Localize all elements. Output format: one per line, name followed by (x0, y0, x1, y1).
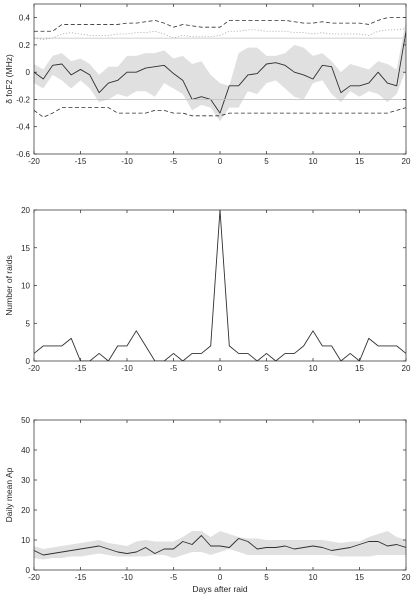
confidence-band (34, 531, 406, 560)
x-tick-label: -20 (28, 573, 40, 582)
chart-panel-3: -20 -15 -10 -5 0 5 10 15 20 0 10 20 30 40 50 Daily mean… (4, 416, 411, 594)
x-tick-label: 0 (218, 364, 223, 373)
x-tick-label: 15 (355, 573, 364, 582)
series-line-7 (34, 28, 406, 40)
x-tick-label: 5 (264, 364, 269, 373)
x-tick-label: -5 (170, 157, 178, 166)
series-line-2 (34, 535, 406, 556)
y-tick-label: 0.2 (19, 41, 31, 50)
x-tick-label: 10 (309, 573, 318, 582)
y-tick-label: 15 (21, 244, 30, 253)
y-tick-label: 20 (21, 206, 30, 215)
series-line-2 (34, 31, 406, 114)
x-tick-label: -15 (75, 573, 87, 582)
y-tick-label: 10 (21, 536, 30, 545)
y-tick-label: -0.2 (16, 95, 30, 104)
x-tick-label: 10 (309, 157, 318, 166)
series-line-4 (34, 107, 406, 118)
x-tick-label: 20 (402, 157, 411, 166)
x-tick-label: -10 (121, 573, 133, 582)
y-axis-label: Number of raids (4, 255, 14, 315)
x-tick-label: 20 (402, 364, 411, 373)
x-tick-label: -20 (28, 364, 40, 373)
x-tick-label: 5 (264, 157, 269, 166)
x-tick-label: -20 (28, 157, 40, 166)
y-tick-label: 10 (21, 282, 30, 291)
x-tick-label: -10 (121, 157, 133, 166)
x-tick-label: -10 (121, 364, 133, 373)
y-tick-label: 30 (21, 476, 30, 485)
y-axis-label: δ foF2 (MHz) (4, 54, 14, 104)
x-tick-label: 0 (218, 573, 223, 582)
confidence-band (34, 20, 406, 122)
x-tick-label: 0 (218, 157, 223, 166)
y-tick-label: 0 (26, 357, 31, 366)
y-tick-label: 50 (21, 416, 30, 425)
y-tick-label: 5 (26, 319, 31, 328)
y-tick-label: 0 (26, 68, 31, 77)
series-line-3 (34, 17, 406, 32)
x-tick-label: -15 (75, 157, 87, 166)
plot-area (34, 531, 406, 560)
x-tick-label: -5 (170, 364, 178, 373)
x-tick-label: 15 (355, 157, 364, 166)
y-tick-label: 0 (26, 566, 31, 575)
x-tick-label: -5 (170, 573, 178, 582)
y-tick-label: 0.4 (19, 14, 31, 23)
x-tick-label: -15 (75, 364, 87, 373)
chart-panel-1: -20 -15 -10 -5 0 5 10 15 20 -0.6 -0.4 -0.2 0 0.2 0.4 δ … (4, 3, 411, 166)
x-tick-label: 20 (402, 573, 411, 582)
axes-frame (33, 209, 407, 362)
x-tick-label: 5 (264, 573, 269, 582)
x-tick-label: 15 (355, 364, 364, 373)
x-axis-label: Days after raid (192, 584, 248, 594)
y-tick-label: 40 (21, 446, 30, 455)
y-tick-label: -0.6 (16, 150, 30, 159)
plot-area (34, 210, 406, 361)
x-tick-label: 10 (309, 364, 318, 373)
series-line-1 (34, 210, 406, 361)
chart-panel-2: -20 -15 -10 -5 0 5 10 15 20 0 5 10 15 20 Number of rai… (4, 206, 411, 373)
y-axis-label: Daily mean Ap (4, 467, 14, 522)
y-tick-label: -0.4 (16, 123, 30, 132)
plot-area (34, 17, 406, 122)
y-tick-label: 20 (21, 506, 30, 515)
